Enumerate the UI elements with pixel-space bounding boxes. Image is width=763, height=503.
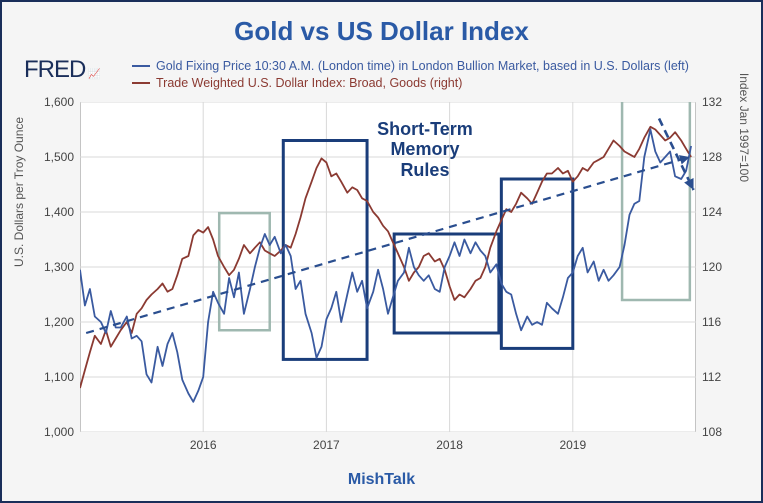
- chart-title: Gold vs US Dollar Index: [2, 16, 761, 47]
- fred-logo: FRED📈: [24, 56, 101, 84]
- y2-tick: 132: [702, 95, 722, 109]
- x-tick: 2016: [190, 438, 217, 452]
- fred-logo-icon: 📈: [88, 69, 100, 80]
- y2-axis-label: Index Jan 1997=100: [737, 73, 751, 182]
- y1-tick: 1,200: [44, 315, 74, 329]
- legend: Gold Fixing Price 10:30 A.M. (London tim…: [132, 58, 689, 92]
- x-tick: 2017: [313, 438, 340, 452]
- y2-tick: 128: [702, 150, 722, 164]
- plot-area: 1,0001,1001,2001,3001,4001,5001,60010811…: [80, 102, 696, 432]
- y2-tick: 120: [702, 260, 722, 274]
- x-tick: 2018: [436, 438, 463, 452]
- annotation-short-term-memory: Short-TermMemoryRules: [365, 119, 485, 181]
- y2-tick: 108: [702, 425, 722, 439]
- y1-tick: 1,400: [44, 205, 74, 219]
- y2-tick: 116: [702, 315, 721, 329]
- legend-swatch-usd: [132, 82, 150, 84]
- y2-tick: 124: [702, 205, 722, 219]
- footer-brand: MishTalk: [2, 471, 761, 489]
- y1-tick: 1,300: [44, 260, 74, 274]
- legend-row-usd: Trade Weighted U.S. Dollar Index: Broad,…: [132, 75, 689, 92]
- y2-tick: 112: [702, 370, 721, 384]
- y1-tick: 1,100: [44, 370, 74, 384]
- legend-swatch-gold: [132, 65, 150, 67]
- y1-tick: 1,000: [44, 425, 74, 439]
- y1-tick: 1,600: [44, 95, 74, 109]
- y1-tick: 1,500: [44, 150, 74, 164]
- legend-label-gold: Gold Fixing Price 10:30 A.M. (London tim…: [156, 58, 689, 75]
- y1-axis-label: U.S. Dollars per Troy Ounce: [12, 117, 26, 267]
- x-tick: 2019: [559, 438, 586, 452]
- legend-row-gold: Gold Fixing Price 10:30 A.M. (London tim…: [132, 58, 689, 75]
- legend-label-usd: Trade Weighted U.S. Dollar Index: Broad,…: [156, 75, 462, 92]
- chart-frame: Gold vs US Dollar Index FRED📈 Gold Fixin…: [0, 0, 763, 503]
- fred-logo-text: FRED: [24, 56, 85, 83]
